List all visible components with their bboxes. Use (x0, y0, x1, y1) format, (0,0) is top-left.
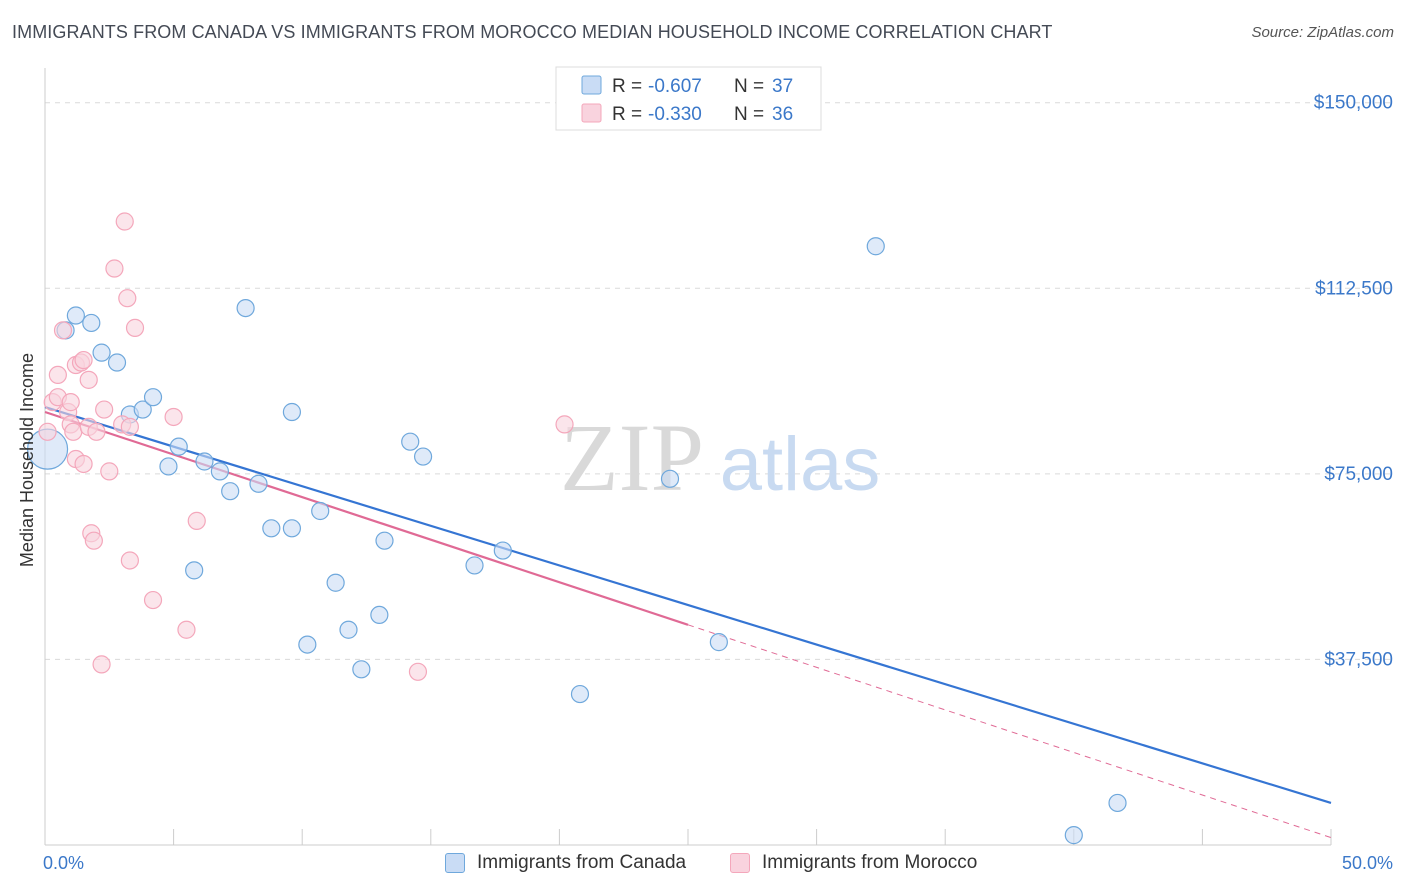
point-canada (133, 400, 152, 419)
y-tick-label: $75,000 (1324, 464, 1393, 485)
x-tick-label-right: 50.0% (1342, 853, 1393, 873)
point-canada (493, 541, 512, 560)
point-canada (401, 432, 420, 451)
point-canada (210, 462, 229, 481)
point-canada (169, 437, 188, 456)
point-morocco (187, 511, 206, 530)
legend-n-value-morocco: 36 (772, 104, 793, 125)
point-canada (282, 519, 302, 538)
point-morocco (100, 462, 119, 481)
watermark: ZIP atlas (560, 404, 880, 511)
point-canada (866, 237, 885, 256)
legend-item-canada[interactable]: Immigrants from Canada (445, 852, 686, 874)
point-canada (465, 556, 484, 575)
watermark-atlas: atlas (720, 422, 881, 507)
point-morocco (84, 531, 103, 550)
point-canada (282, 402, 302, 422)
legend-label-morocco: Immigrants from Morocco (762, 852, 978, 873)
point-canada (92, 343, 111, 362)
y-tick-label: $112,500 (1315, 278, 1393, 299)
point-canada (339, 620, 358, 639)
point-canada (249, 474, 268, 493)
point-canada (375, 531, 394, 550)
point-morocco (48, 365, 67, 385)
point-canada (159, 457, 178, 476)
trend-line-morocco (44, 410, 689, 626)
source-credit: Source: ZipAtlas.com (1251, 24, 1394, 41)
point-morocco (79, 370, 98, 389)
legend-r-value-morocco: -0.330 (648, 104, 702, 125)
point-morocco (120, 551, 139, 570)
point-morocco (64, 422, 83, 441)
point-morocco (95, 400, 114, 419)
point-morocco (61, 393, 80, 412)
point-canada (195, 452, 214, 471)
point-canada (236, 299, 255, 318)
point-morocco (53, 321, 73, 340)
point-morocco (118, 289, 137, 308)
point-canada (370, 605, 389, 625)
y-tick-label: $150,000 (1314, 93, 1393, 114)
point-morocco (408, 662, 428, 681)
point-canada (298, 635, 317, 654)
trend-line-canada (44, 406, 1332, 804)
point-canada (709, 633, 728, 652)
legend-n-label-canada: N = (734, 76, 769, 97)
legend-n-label-morocco: N = (734, 104, 769, 125)
point-canada (107, 353, 127, 372)
trend-line-morocco-extension (687, 624, 1332, 839)
point-canada (1064, 826, 1083, 845)
point-morocco (87, 422, 106, 441)
y-axis-label: Median Household Income (17, 353, 37, 567)
trend-lines (44, 406, 1332, 839)
y-tick-labels: $37,500 $75,000 $112,500 $150,000 (1314, 93, 1393, 671)
data-points (26, 212, 1127, 845)
point-morocco (555, 415, 574, 434)
y-tick-label: $37,500 (1324, 649, 1393, 670)
point-canada (66, 306, 85, 325)
point-morocco (74, 350, 93, 370)
point-morocco (120, 417, 139, 436)
point-morocco (105, 259, 124, 278)
point-morocco (115, 212, 134, 231)
grid-lines (45, 102, 1393, 660)
legend-r-value-canada: -0.607 (648, 76, 702, 97)
legend-item-morocco[interactable]: Immigrants from Morocco (730, 852, 977, 874)
legend-swatch-canada (445, 853, 465, 873)
legend-r-label-morocco: R = (612, 104, 647, 125)
point-morocco (74, 454, 93, 474)
point-morocco (125, 318, 145, 337)
point-canada (143, 388, 163, 407)
x-tick-label-left: 0.0% (43, 853, 84, 873)
legend-swatch-morocco (730, 853, 750, 873)
point-canada (660, 469, 680, 488)
legend-n-value-canada: 37 (772, 76, 793, 97)
legend-label-canada: Immigrants from Canada (477, 852, 687, 873)
point-canada (352, 660, 371, 679)
point-canada (326, 573, 345, 592)
legend-swatch-canada (581, 75, 602, 95)
point-canada (1108, 793, 1127, 813)
chart-title: IMMIGRANTS FROM CANADA VS IMMIGRANTS FRO… (12, 22, 1053, 42)
legend-swatch-morocco (581, 103, 602, 123)
point-canada (262, 519, 281, 538)
point-canada (570, 684, 590, 704)
point-canada (311, 501, 330, 521)
watermark-zip: ZIP (560, 404, 704, 511)
point-canada (221, 482, 240, 501)
point-morocco (164, 407, 183, 427)
point-morocco (177, 620, 196, 639)
legend-r-label-canada: R = (612, 76, 647, 97)
legend-box: R = -0.607 N = 37 R = -0.330 N = 36 (555, 66, 822, 131)
series-legend: Immigrants from Canada Immigrants from M… (0, 850, 1406, 880)
point-canada (82, 313, 101, 333)
point-canada (185, 561, 204, 580)
point-morocco (143, 590, 163, 610)
point-morocco (92, 655, 111, 674)
point-morocco (38, 422, 57, 441)
point-canada (413, 447, 433, 466)
